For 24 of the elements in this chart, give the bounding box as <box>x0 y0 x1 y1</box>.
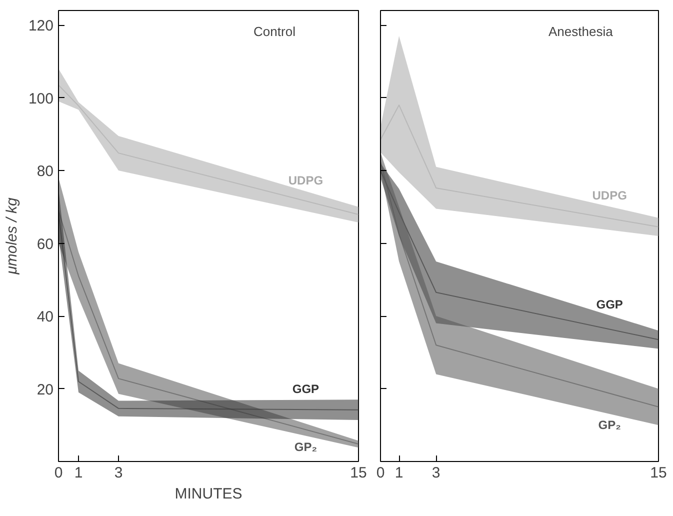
x-tick-label: 15 <box>650 464 667 482</box>
x-axis-title: MINUTES <box>174 486 242 502</box>
y-tick-label: 40 <box>36 308 54 326</box>
series-label: GP₂ <box>598 418 621 432</box>
series-label: GP₂ <box>294 440 318 454</box>
x-tick-label: 1 <box>394 464 404 482</box>
x-tick-label: 15 <box>350 464 367 482</box>
y-tick-label: 100 <box>28 90 54 108</box>
y-axis-title: μmoles / kg <box>3 197 20 276</box>
series-label: GGP <box>596 297 623 312</box>
series-label: GGP <box>292 382 320 396</box>
y-tick-label: 120 <box>28 18 54 35</box>
text: Anesthesia <box>548 24 614 40</box>
x-tick-label: 0 <box>54 464 63 482</box>
y-tick-label: 60 <box>36 236 54 253</box>
y-tick-label: 20 <box>36 381 54 398</box>
series-label: UDPG <box>288 173 324 188</box>
series-label: UDPG <box>592 188 627 203</box>
x-tick-label: 3 <box>432 464 440 482</box>
x-tick-label: 0 <box>376 464 385 482</box>
y-tick-label: 80 <box>36 163 54 180</box>
x-tick-label: 3 <box>114 464 123 482</box>
text: Control <box>254 24 296 40</box>
x-tick-label: 1 <box>74 464 83 482</box>
